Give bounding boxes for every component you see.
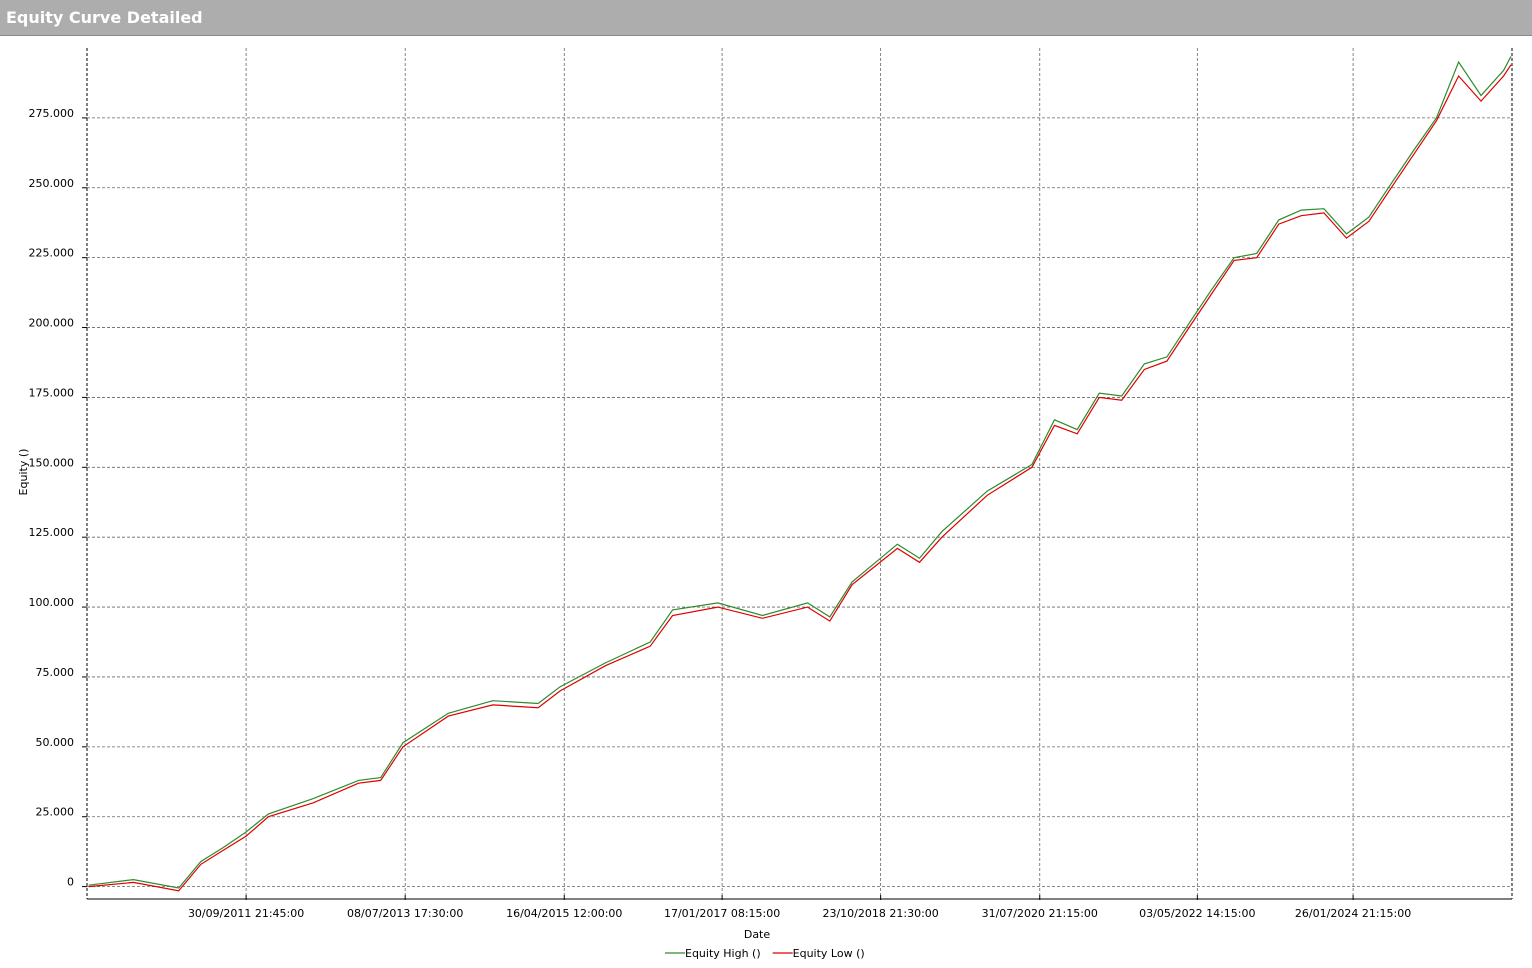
x-tick-label: 30/09/2011 21:45:00	[188, 907, 304, 920]
x-tick-label: 17/01/2017 08:15:00	[664, 907, 780, 920]
y-tick-label: 275.000	[29, 107, 75, 120]
legend-label: Equity Low ()	[793, 947, 865, 960]
x-tick-label: 08/07/2013 17:30:00	[347, 907, 463, 920]
panel-title: Equity Curve Detailed	[6, 8, 203, 27]
y-tick-label: 150.000	[29, 456, 75, 469]
x-tick-label: 31/07/2020 21:15:00	[982, 907, 1098, 920]
y-tick-label: 75.000	[36, 666, 75, 679]
chart: Date Equity () 0 25.000 50.000 75.000 100.00…	[17, 48, 1513, 960]
y-tick-label: 175.000	[29, 386, 75, 399]
y-tick-label: 250.000	[29, 177, 75, 190]
y-tick-label: 100.000	[29, 596, 75, 609]
x-tick-label: 16/04/2015 12:00:00	[506, 907, 622, 920]
series-line	[88, 56, 1512, 889]
y-axis-label: Equity ()	[17, 449, 30, 496]
x-axis-label: Date	[744, 928, 771, 941]
series-line	[88, 64, 1512, 892]
y-tick-label: 50.000	[36, 736, 75, 749]
y-tick-label: 225.000	[29, 247, 75, 260]
y-tick-label: 0	[67, 876, 74, 889]
y-tick-label: 125.000	[29, 526, 75, 539]
y-tick-label: 200.000	[29, 317, 75, 330]
x-tick-label: 26/01/2024 21:15:00	[1295, 907, 1411, 920]
legend-label: Equity High ()	[685, 947, 761, 960]
panel-header: Equity Curve Detailed	[0, 0, 1532, 36]
x-tick-label: 23/10/2018 21:30:00	[822, 907, 938, 920]
y-tick-label: 25.000	[36, 806, 75, 819]
x-tick-label: 03/05/2022 14:15:00	[1139, 907, 1255, 920]
